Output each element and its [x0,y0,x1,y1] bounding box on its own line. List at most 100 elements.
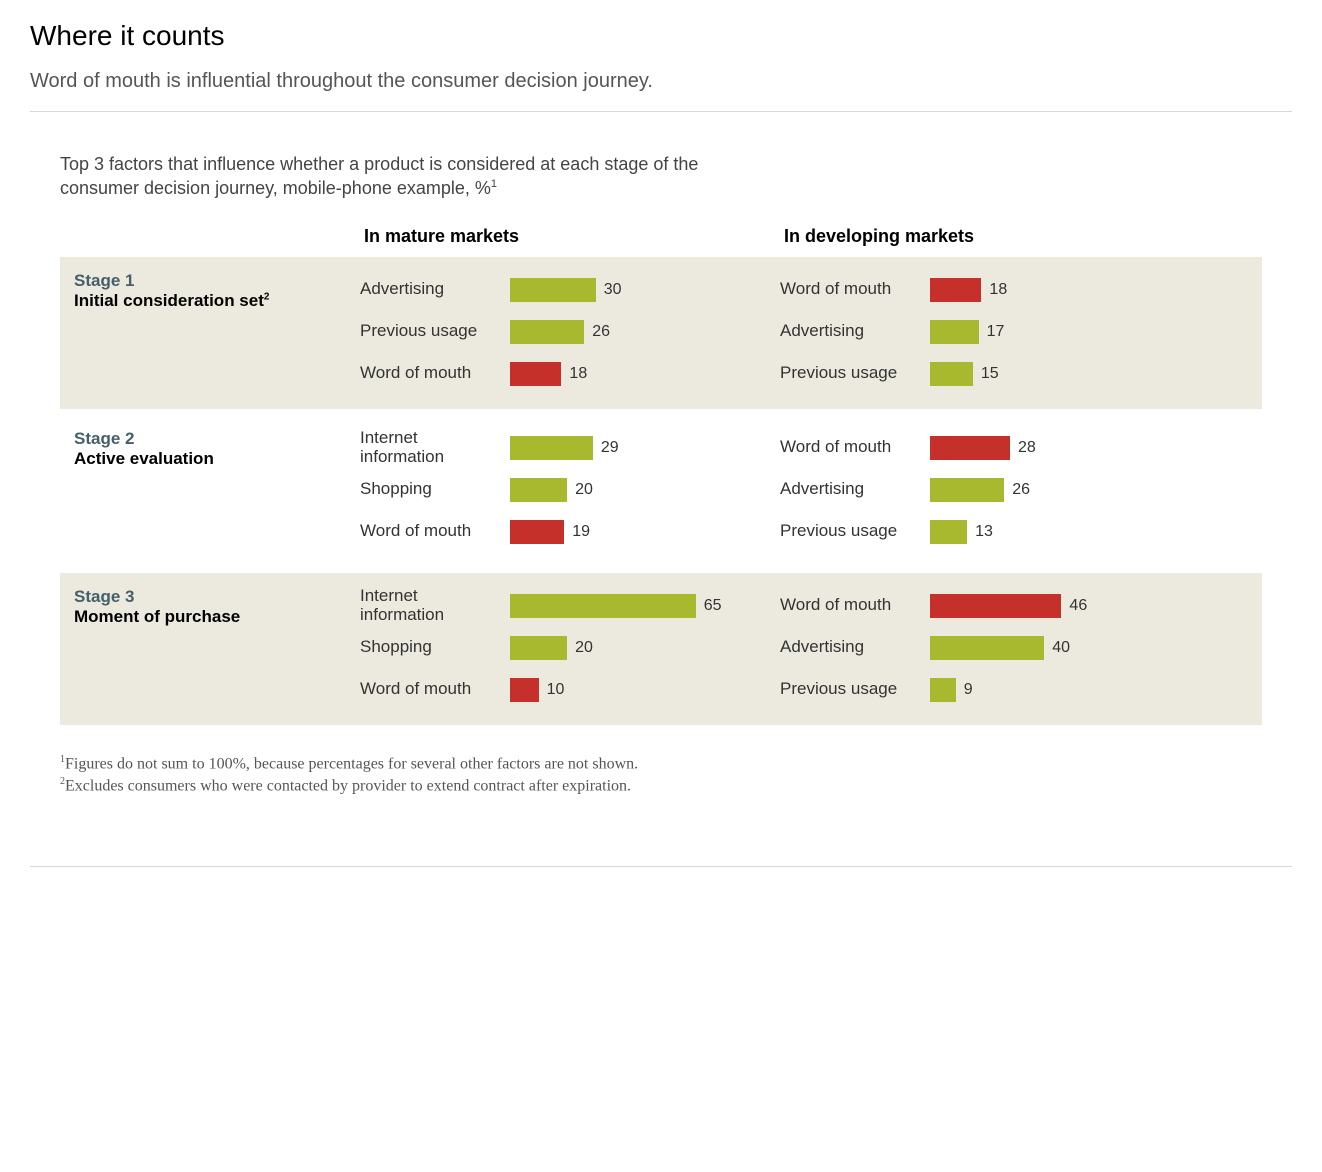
stage-tag: Stage 1 [74,271,346,291]
bar-value: 20 [575,639,593,657]
bar-wrap: 15 [930,361,1190,387]
header-mature: In mature markets [360,226,780,247]
stage-name: Active evaluation [74,449,346,469]
factor-row: Word of mouth 46 [780,585,1200,627]
bar [510,478,567,502]
bar [510,278,596,302]
stage-tag: Stage 3 [74,587,346,607]
stage-tag: Stage 2 [74,429,346,449]
bar-value: 40 [1052,639,1070,657]
bar-value: 18 [569,365,587,383]
divider-top [30,111,1292,112]
bar-value: 18 [989,281,1007,299]
bar [510,362,561,386]
bar-value: 20 [575,481,593,499]
bar-value: 26 [592,323,610,341]
factor-label: Word of mouth [360,522,510,541]
factor-row: Previous usage 9 [780,669,1200,711]
factor-label: Shopping [360,480,510,499]
mature-column: Internetinformation65Shopping20Word of m… [360,585,780,711]
stage-label: Stage 2Active evaluation [60,427,360,553]
header-developing: In developing markets [780,226,1200,247]
factor-label: Advertising [780,480,930,499]
bar-wrap: 40 [930,635,1190,661]
stage-name: Moment of purchase [74,607,346,627]
chart-caption: Top 3 factors that influence whether a p… [60,152,820,201]
chart-area: Top 3 factors that influence whether a p… [30,152,1292,796]
bar-wrap: 19 [510,519,770,545]
stage-name-sup: 2 [264,291,270,302]
bar-value: 13 [975,523,993,541]
developing-column: Word of mouth 28 Advertising 26 Previous usa… [780,427,1200,553]
factor-row: Previous usage 26 [360,311,780,353]
bar [510,636,567,660]
bar-value: 10 [547,681,565,699]
factor-row: Shopping20 [360,627,780,669]
bar [510,594,696,618]
bar [510,678,539,702]
bar-wrap: 26 [930,477,1190,503]
factor-row: Advertising40 [780,627,1200,669]
stage-label: Stage 1Initial consideration set2 [60,269,360,395]
bar-wrap: 26 [510,319,770,345]
bar [930,362,973,386]
bar [510,320,584,344]
chart-caption-sup: 1 [491,178,497,190]
bar-wrap: 10 [510,677,770,703]
stage-name: Initial consideration set2 [74,291,346,311]
factor-label: Word of mouth [360,680,510,699]
bar-wrap: 18 [930,277,1190,303]
bar-value: 46 [1069,597,1087,615]
footnote1: Figures do not sum to 100%, because perc… [65,755,638,772]
mature-column: Advertising30 Previous usage 26 Word of mou… [360,269,780,395]
factor-label: Internetinformation [360,587,510,624]
factor-label: Word of mouth [780,596,930,615]
bar-wrap: 20 [510,635,770,661]
bar-value: 28 [1018,439,1036,457]
factor-row: Advertising 17 [780,311,1200,353]
bar [510,520,564,544]
bar-value: 29 [601,439,619,457]
factor-label: Previous usage [780,522,930,541]
bar [930,436,1010,460]
bar [930,594,1061,618]
bar [930,678,956,702]
factor-label: Word of mouth [780,438,930,457]
bar [930,636,1044,660]
factor-row: Internetinformation65 [360,585,780,627]
factor-label: Previous usage [360,322,510,341]
bar-value: 9 [964,681,973,699]
bar [510,436,593,460]
footnote2: Excludes consumers who were contacted by… [65,777,631,794]
bar-wrap: 65 [510,593,770,619]
stage-block: Stage 1Initial consideration set2Adverti… [60,257,1262,409]
factor-label: Advertising [360,280,510,299]
factor-row: Advertising30 [360,269,780,311]
page-title: Where it counts [30,20,1292,52]
bar [930,520,967,544]
stage-block: Stage 2Active evaluationInternetinformat… [60,415,1262,567]
page-subtitle: Word of mouth is influential throughout … [30,70,1292,93]
chart-caption-line1: Top 3 factors that influence whether a p… [60,154,698,174]
bar-wrap: 13 [930,519,1190,545]
factor-row: Previous usage 13 [780,511,1200,553]
factor-label: Previous usage [780,364,930,383]
factor-label: Advertising [780,322,930,341]
bar-value: 19 [572,523,590,541]
bar-wrap: 20 [510,477,770,503]
factor-row: Previous usage 15 [780,353,1200,395]
bar [930,278,981,302]
bar-value: 17 [987,323,1005,341]
factor-row: Word of mouth 28 [780,427,1200,469]
factor-label: Previous usage [780,680,930,699]
factor-row: Internetinformation29 [360,427,780,469]
factor-row: Word of mouth 10 [360,669,780,711]
bar-value: 26 [1012,481,1030,499]
footnotes: 1Figures do not sum to 100%, because per… [60,753,1262,797]
developing-column: Word of mouth46Advertising40Previous usa… [780,585,1200,711]
developing-column: Word of mouth18Advertising17Previous usa… [780,269,1200,395]
factor-row: Word of mouth 18 [360,353,780,395]
factor-row: Advertising 26 [780,469,1200,511]
factor-label: Word of mouth [360,364,510,383]
bar-value: 15 [981,365,999,383]
